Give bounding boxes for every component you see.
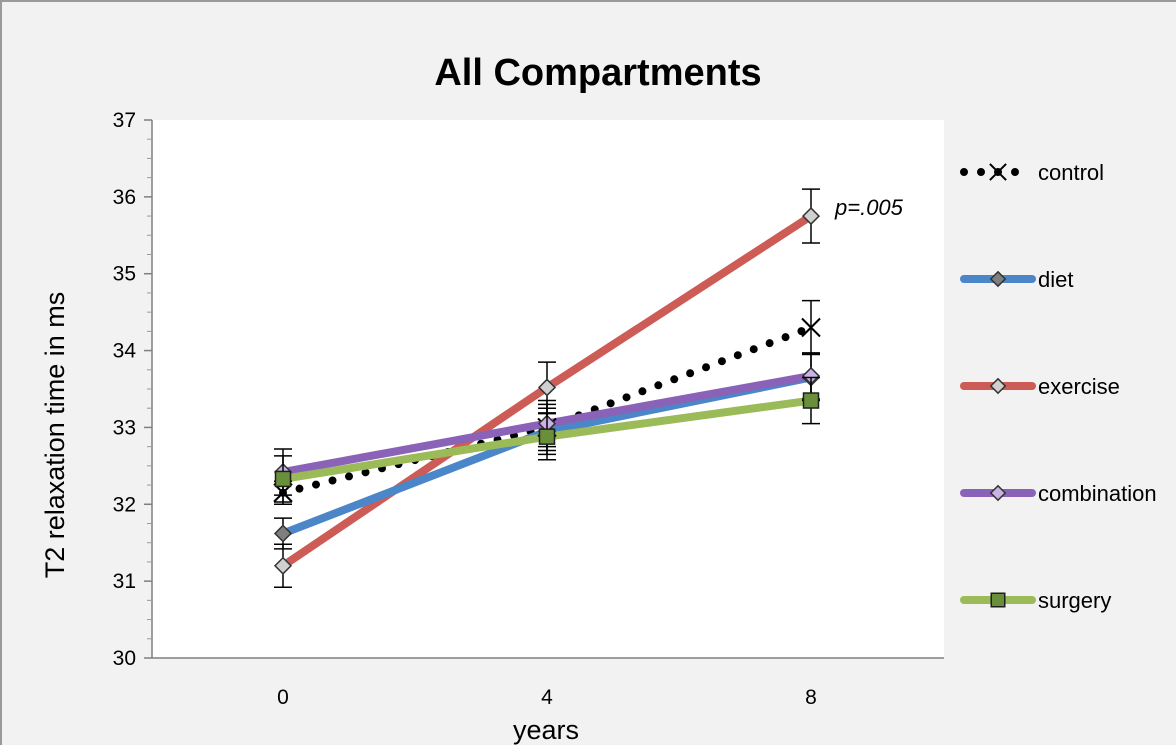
legend-marker-combination-shape	[989, 484, 1007, 502]
legend-marker-surgery-shape	[990, 592, 1006, 608]
legend-item-surgery: surgery	[960, 588, 1111, 613]
chart-title: All Compartments	[434, 52, 761, 94]
y-tick-label: 33	[113, 416, 136, 439]
x-axis-label: years	[513, 715, 579, 745]
legend-label-combination: combination	[1038, 481, 1157, 506]
series-points-exercise	[273, 188, 821, 589]
y-tick-label: 34	[113, 340, 137, 363]
data-point-surgery-shape	[538, 428, 556, 445]
data-point-diet	[273, 524, 293, 543]
data-point-exercise-shape	[801, 207, 821, 226]
x-tick-label: 8	[805, 686, 817, 709]
legend-item-combination: combination	[960, 481, 1157, 506]
legend-label-exercise: exercise	[1038, 374, 1120, 399]
y-tick-label: 31	[113, 570, 136, 593]
data-point-diet-shape	[273, 524, 293, 543]
legend-item-diet: diet	[960, 267, 1073, 292]
y-tick-label: 35	[113, 263, 136, 286]
legend-marker-exercise	[989, 377, 1007, 395]
data-point-exercise	[273, 556, 293, 575]
data-point-surgery-shape	[274, 470, 292, 488]
data-point-control	[801, 317, 821, 338]
data-point-control-stroke	[801, 317, 821, 338]
data-point-surgery	[802, 392, 820, 409]
y-tick-label: 32	[113, 493, 136, 516]
series-layer: p=.005	[273, 188, 904, 589]
annotation-p-value: p=.005	[834, 195, 904, 220]
data-point-surgery	[274, 470, 292, 488]
y-tick-label: 37	[113, 109, 136, 132]
data-point-surgery-shape	[802, 392, 820, 409]
legend: control diet exercise combination surgery	[960, 160, 1157, 613]
legend-label-control: control	[1038, 160, 1104, 185]
legend-label-diet: diet	[1038, 267, 1073, 292]
legend-item-exercise: exercise	[960, 374, 1120, 399]
y-tick-label: 36	[113, 186, 136, 209]
legend-marker-diet-shape	[989, 270, 1007, 288]
legend-marker-control	[989, 163, 1007, 181]
legend-label-surgery: surgery	[1038, 588, 1111, 613]
legend-marker-control-stroke	[989, 163, 1007, 181]
data-point-surgery	[538, 428, 556, 445]
legend-marker-diet	[989, 270, 1007, 288]
legend-marker-surgery	[990, 592, 1006, 608]
x-tick-label: 0	[277, 686, 289, 709]
data-point-exercise-shape	[273, 556, 293, 575]
legend-marker-combination	[989, 484, 1007, 502]
legend-marker-exercise-shape	[989, 377, 1007, 395]
x-tick-label: 4	[541, 686, 553, 709]
axes: 30 31 32 33 34 35 36 37 0 4 8	[113, 109, 944, 709]
data-point-exercise	[801, 207, 821, 226]
data-point-exercise-shape	[537, 378, 557, 397]
series-points-surgery	[274, 376, 820, 503]
y-axis-label: T2 relaxation time in ms	[40, 292, 70, 579]
y-tick-label: 30	[113, 647, 136, 670]
legend-item-control: control	[960, 160, 1104, 185]
data-point-exercise	[537, 378, 557, 397]
